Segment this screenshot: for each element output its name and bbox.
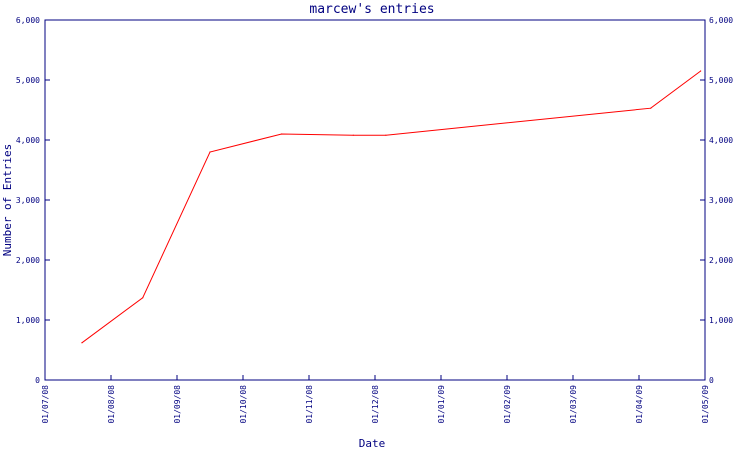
x-tick-label: 01/10/08 — [239, 385, 248, 424]
data-point — [700, 70, 702, 72]
x-tick-label: 01/02/09 — [503, 385, 512, 424]
chart-title: marcew's entries — [309, 2, 434, 17]
data-point — [352, 134, 354, 136]
y-tick-label-right: 5,000 — [709, 76, 733, 85]
x-axis-label: Date — [359, 437, 386, 450]
y-tick-label-right: 6,000 — [709, 16, 733, 25]
y-tick-label-right: 2,000 — [709, 256, 733, 265]
y-tick-label-right: 1,000 — [709, 316, 733, 325]
data-point — [650, 107, 652, 109]
x-tick-label: 01/07/08 — [41, 385, 50, 424]
y-tick-label-left: 6,000 — [16, 16, 40, 25]
x-tick-label: 01/12/08 — [371, 385, 380, 424]
data-point — [81, 342, 83, 344]
x-tick-label: 01/04/09 — [635, 385, 644, 424]
plot-area-frame — [44, 19, 706, 381]
series-layer — [81, 70, 702, 344]
data-point — [281, 133, 283, 135]
data-point — [385, 134, 387, 136]
x-ticks: 01/07/08 01/08/08 01/09/08 01/10/08 01/11/08… — [41, 375, 710, 424]
y-tick-label-left: 3,000 — [16, 196, 40, 205]
y-tick-label-left: 5,000 — [16, 76, 40, 85]
y-tick-label-left: 2,000 — [16, 256, 40, 265]
x-tick-label: 01/09/08 — [173, 385, 182, 424]
left-y-ticks: 0 1,000 2,000 3,000 4,000 5,000 6,000 — [16, 16, 50, 385]
data-point — [142, 297, 144, 299]
x-tick-label: 01/08/08 — [107, 385, 116, 424]
y-tick-label-right: 4,000 — [709, 136, 733, 145]
x-tick-label: 01/03/09 — [569, 385, 578, 424]
y-tick-label-right: 3,000 — [709, 196, 733, 205]
y-tick-label-left: 0 — [35, 376, 40, 385]
right-y-ticks: 0 1,000 2,000 3,000 4,000 5,000 6,000 — [700, 16, 733, 385]
x-tick-label: 01/05/09 — [701, 385, 710, 424]
data-point — [209, 151, 211, 153]
y-tick-label-right: 0 — [709, 376, 714, 385]
x-tick-label: 01/01/09 — [437, 385, 446, 424]
y-tick-label-left: 1,000 — [16, 316, 40, 325]
y-axis-label: Number of Entries — [1, 144, 14, 257]
y-tick-label-left: 4,000 — [16, 136, 40, 145]
x-tick-label: 01/11/08 — [305, 385, 314, 424]
series-line-0 — [81, 70, 701, 344]
